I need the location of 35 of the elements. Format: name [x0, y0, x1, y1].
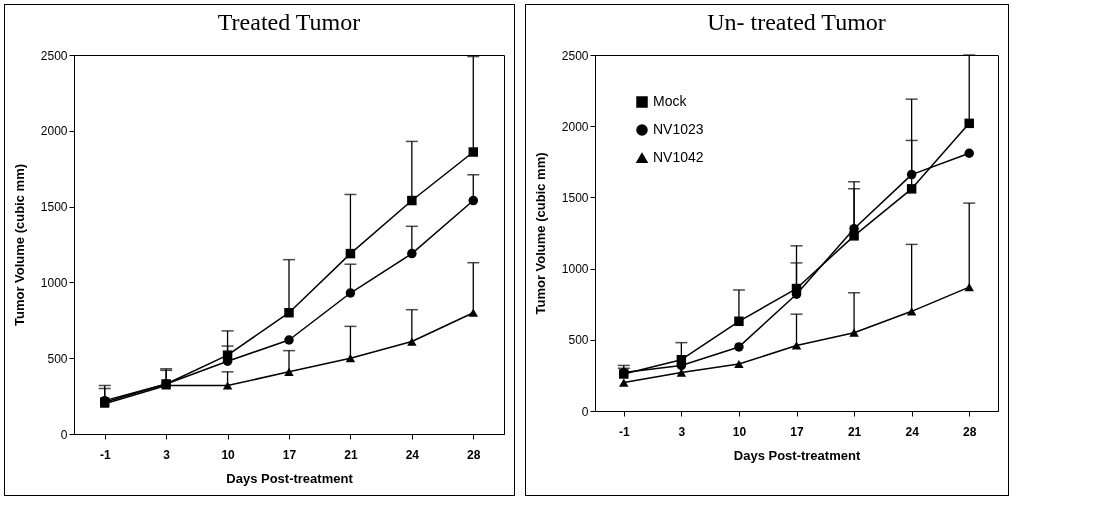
x-axis-title: Days Post-treatment [733, 447, 861, 463]
x-tick-label: 28 [963, 424, 977, 439]
legend-label: Mock [653, 93, 688, 109]
chart-title: Treated Tumor [217, 9, 361, 35]
y-tick-label: 500 [47, 351, 68, 366]
y-tick-label: 1000 [40, 275, 68, 290]
y-tick-label: 1500 [40, 200, 68, 215]
y-tick-label: 500 [568, 333, 589, 348]
x-tick-label: 17 [790, 424, 804, 439]
y-tick-label: 1500 [561, 190, 589, 205]
legend-label: NV1023 [653, 121, 704, 137]
y-tick-label: 0 [581, 404, 589, 419]
legend-label: NV1042 [653, 149, 704, 165]
x-tick-label: 3 [163, 447, 171, 462]
x-tick-label: 10 [732, 424, 747, 439]
y-axis-title: Tumor Volume (cubic mm) [11, 163, 27, 327]
y-tick-label: 2500 [561, 48, 589, 63]
x-tick-label: 24 [405, 447, 420, 462]
y-tick-label: 0 [60, 427, 68, 442]
x-tick-label: 28 [467, 447, 481, 462]
x-tick-label: 21 [847, 424, 862, 439]
x-tick-label: 17 [282, 447, 297, 462]
x-tick-label: 10 [221, 447, 236, 462]
chart-title: Un- treated Tumor [707, 9, 886, 35]
y-tick-label: 1000 [561, 262, 589, 277]
x-tick-label: 21 [344, 447, 358, 462]
y-axis-title: Tumor Volume (cubic mm) [532, 152, 548, 315]
x-tick-label: -1 [99, 447, 111, 462]
x-tick-label: 3 [678, 424, 686, 439]
y-tick-label: 2500 [40, 48, 68, 63]
y-tick-label: 2000 [40, 124, 68, 139]
x-tick-label: 24 [905, 424, 920, 439]
x-axis-title: Days Post-treatment [226, 470, 354, 486]
x-tick-label: -1 [618, 424, 630, 439]
y-tick-label: 2000 [561, 119, 589, 134]
